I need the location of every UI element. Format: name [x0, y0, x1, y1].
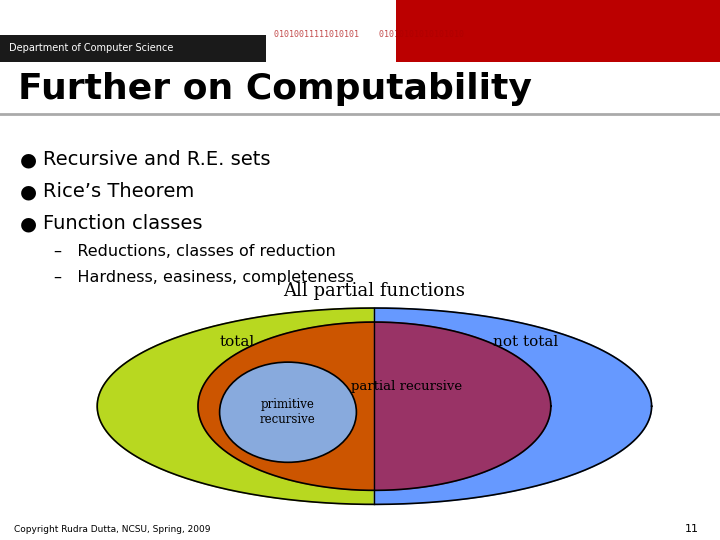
Text: ●: ● [20, 150, 37, 170]
Text: Rice’s Theorem: Rice’s Theorem [43, 183, 194, 201]
Text: total: total [220, 335, 255, 349]
Bar [396, 0, 720, 62]
Text: All partial functions: All partial functions [284, 282, 465, 300]
Ellipse shape [220, 362, 356, 462]
Text: NC STATE: NC STATE [9, 5, 98, 23]
Text: Further on Computability: Further on Computability [18, 72, 532, 106]
Text: Copyright Rudra Dutta, NCSU, Spring, 2009: Copyright Rudra Dutta, NCSU, Spring, 200… [14, 525, 211, 534]
Text: ●: ● [20, 214, 37, 233]
Polygon shape [198, 322, 374, 490]
Text: partial recursive: partial recursive [351, 380, 462, 393]
Text: not total: not total [493, 335, 558, 349]
Polygon shape [374, 308, 652, 504]
Text: UNIVERSITY: UNIVERSITY [94, 5, 197, 23]
Text: 01010011111010101    01010101010101010: 01010011111010101 01010101010101010 [274, 30, 464, 39]
Bar [0, 35, 266, 62]
Polygon shape [374, 322, 551, 490]
Text: primitive
recursive: primitive recursive [260, 398, 316, 426]
Text: Function classes: Function classes [43, 214, 203, 233]
Text: –   Reductions, classes of reduction: – Reductions, classes of reduction [54, 245, 336, 259]
Text: Recursive and R.E. sets: Recursive and R.E. sets [43, 150, 271, 170]
Text: ●: ● [20, 183, 37, 201]
Text: Department of Computer Science: Department of Computer Science [9, 43, 174, 53]
Polygon shape [97, 308, 374, 504]
Text: –   Hardness, easiness, completeness: – Hardness, easiness, completeness [54, 271, 354, 286]
Text: 11: 11 [685, 524, 698, 534]
